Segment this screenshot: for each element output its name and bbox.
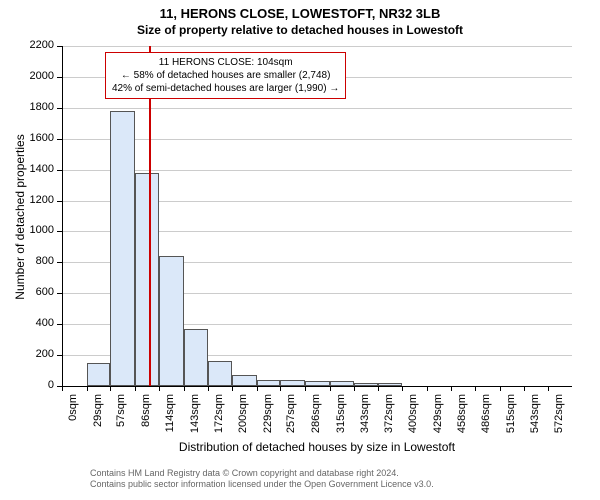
footer-line1: Contains HM Land Registry data © Crown c… xyxy=(90,468,434,479)
x-tick-label: 57sqm xyxy=(115,394,127,434)
footer-text: Contains HM Land Registry data © Crown c… xyxy=(90,468,434,490)
histogram-bar xyxy=(87,363,111,386)
y-tick-label: 200 xyxy=(22,348,54,360)
chart-container: { "title_line1": "11, HERONS CLOSE, LOWE… xyxy=(0,0,600,500)
x-tick-label: 143sqm xyxy=(189,394,201,434)
annotation-box: 11 HERONS CLOSE: 104sqm ← 58% of detache… xyxy=(105,52,346,99)
grid-line xyxy=(62,108,572,109)
y-tick-label: 400 xyxy=(22,317,54,329)
x-tick-label: 257sqm xyxy=(285,394,297,434)
histogram-bar xyxy=(232,375,257,386)
chart-title-line1: 11, HERONS CLOSE, LOWESTOFT, NR32 3LB xyxy=(0,0,600,21)
y-tick-label: 2200 xyxy=(22,39,54,51)
x-tick-label: 286sqm xyxy=(310,394,322,434)
histogram-bar xyxy=(208,361,232,386)
x-tick-label: 343sqm xyxy=(359,394,371,434)
y-axis-line xyxy=(62,46,63,386)
y-axis-label: Number of detached properties xyxy=(13,127,27,307)
histogram-bar xyxy=(184,329,209,386)
annotation-line3: 42% of semi-detached houses are larger (… xyxy=(112,82,339,95)
grid-line xyxy=(62,139,572,140)
x-tick-label: 172sqm xyxy=(213,394,225,434)
x-tick-label: 543sqm xyxy=(529,394,541,434)
x-tick-label: 486sqm xyxy=(480,394,492,434)
x-tick-label: 0sqm xyxy=(67,394,79,434)
x-axis-label: Distribution of detached houses by size … xyxy=(62,440,572,454)
x-tick-label: 29sqm xyxy=(92,394,104,434)
histogram-bar xyxy=(135,173,159,386)
y-tick-label: 0 xyxy=(22,379,54,391)
x-tick-label: 200sqm xyxy=(237,394,249,434)
y-tick-label: 1800 xyxy=(22,101,54,113)
histogram-bar xyxy=(159,256,184,386)
grid-line xyxy=(62,170,572,171)
annotation-line2: ← 58% of detached houses are smaller (2,… xyxy=(112,69,339,82)
footer-line2: Contains public sector information licen… xyxy=(90,479,434,490)
x-tick-label: 86sqm xyxy=(140,394,152,434)
x-tick-label: 400sqm xyxy=(407,394,419,434)
x-tick-label: 429sqm xyxy=(432,394,444,434)
grid-line xyxy=(62,46,572,47)
x-tick-label: 372sqm xyxy=(383,394,395,434)
chart-title-line2: Size of property relative to detached ho… xyxy=(0,21,600,37)
x-axis-line xyxy=(62,386,572,387)
x-tick-label: 572sqm xyxy=(553,394,565,434)
y-tick-label: 2000 xyxy=(22,70,54,82)
histogram-bar xyxy=(110,111,135,386)
x-tick-label: 458sqm xyxy=(456,394,468,434)
x-tick-label: 114sqm xyxy=(164,394,176,434)
annotation-line1: 11 HERONS CLOSE: 104sqm xyxy=(112,56,339,69)
x-tick-label: 315sqm xyxy=(335,394,347,434)
x-tick-label: 229sqm xyxy=(262,394,274,434)
x-tick-label: 515sqm xyxy=(505,394,517,434)
